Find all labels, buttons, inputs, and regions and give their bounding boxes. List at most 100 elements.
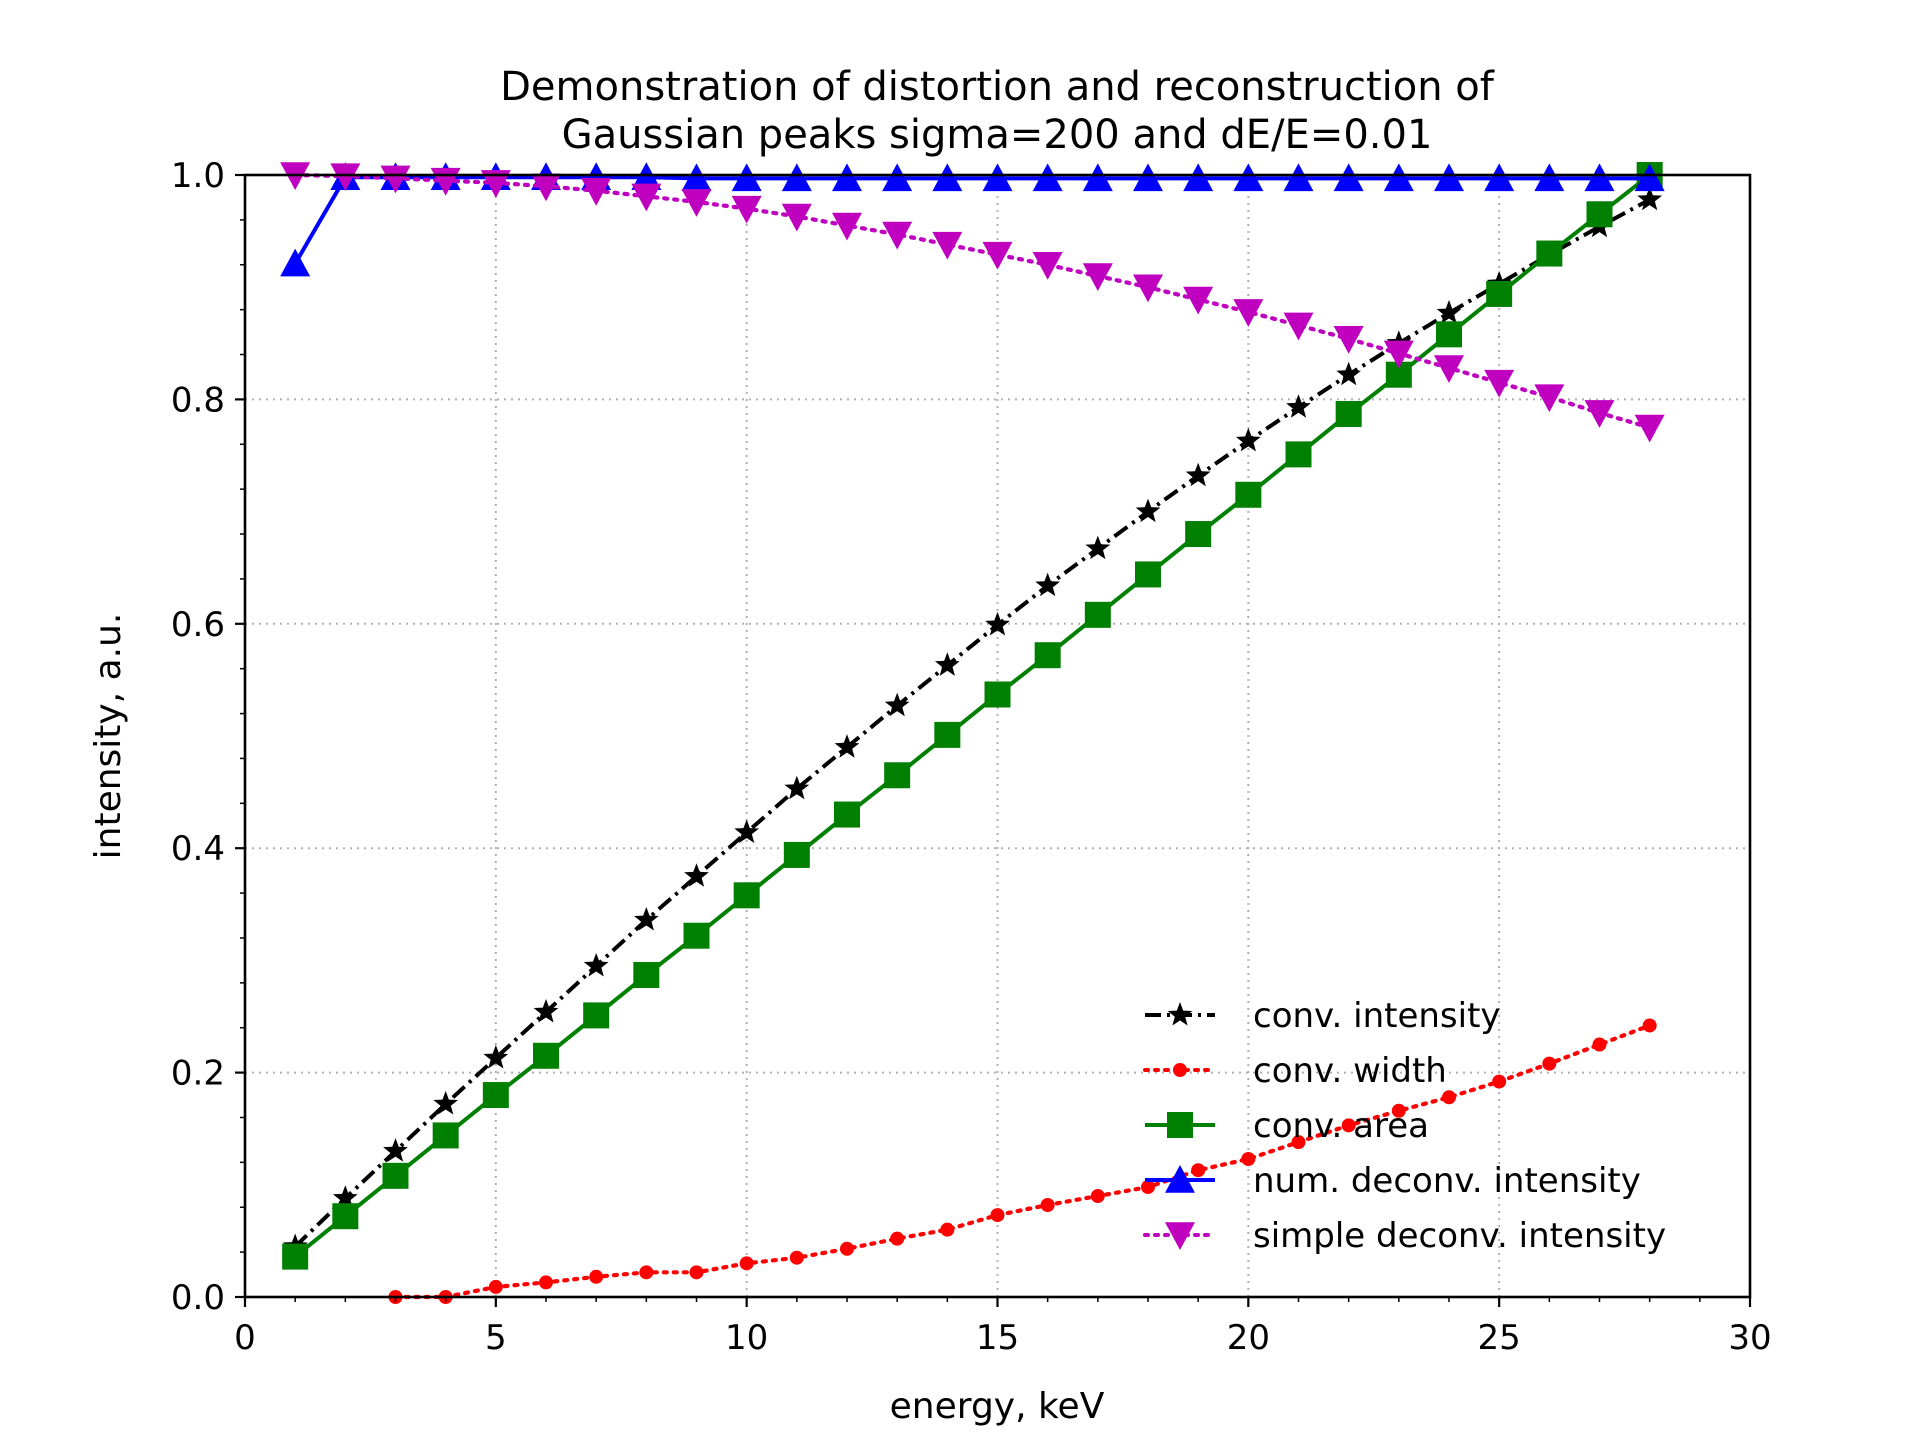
data-point	[1484, 369, 1515, 398]
y-tick-label: 0.6	[171, 605, 225, 645]
data-point	[1391, 1103, 1406, 1118]
legend-item: num. deconv. intensity	[1145, 1161, 1641, 1201]
data-point	[332, 1203, 359, 1230]
y-tick-label: 1.0	[171, 156, 225, 196]
data-point	[1592, 1037, 1607, 1052]
data-point	[1534, 163, 1565, 192]
data-point	[1285, 441, 1312, 468]
series-line	[293, 172, 1652, 430]
data-point	[1436, 300, 1462, 324]
data-point	[433, 1091, 459, 1115]
legend-item: conv. width	[1143, 1051, 1447, 1091]
legend-marker	[1173, 1063, 1187, 1077]
data-point	[1335, 400, 1362, 427]
data-point	[834, 801, 860, 828]
legend-item: conv. area	[1145, 1106, 1429, 1146]
series-simple-deconv-intensity	[280, 162, 1665, 443]
data-point	[982, 163, 1013, 192]
data-point	[1233, 163, 1264, 192]
y-tick-label: 0.2	[171, 1054, 225, 1094]
data-point	[1235, 481, 1262, 508]
data-point	[1085, 535, 1111, 560]
data-point	[1442, 1090, 1456, 1105]
data-point	[731, 163, 762, 192]
data-point	[1135, 498, 1161, 523]
data-point	[990, 1208, 1005, 1223]
data-point	[583, 953, 609, 977]
data-point	[1434, 163, 1464, 192]
data-point	[1586, 201, 1613, 228]
data-point	[934, 721, 961, 748]
x-tick-label: 25	[1478, 1318, 1521, 1358]
data-point	[1333, 163, 1364, 192]
data-point	[985, 611, 1010, 636]
data-point	[1035, 572, 1061, 597]
data-point	[1291, 1135, 1306, 1150]
data-point	[1534, 384, 1565, 413]
data-point	[1235, 427, 1261, 452]
data-point	[1084, 601, 1111, 628]
data-point	[1034, 642, 1061, 669]
data-point	[488, 1279, 503, 1294]
legend-marker	[1167, 1112, 1193, 1138]
series-line	[293, 197, 1651, 1248]
data-point	[1637, 186, 1663, 211]
data-point	[1135, 561, 1161, 588]
data-point	[731, 195, 762, 224]
data-point	[1082, 263, 1113, 291]
legend-marker	[1165, 1165, 1195, 1193]
legend: conv. intensity conv. width conv. area num.…	[1143, 996, 1666, 1256]
legend-item: simple deconv. intensity	[1143, 1216, 1666, 1256]
data-point	[1542, 1056, 1557, 1071]
data-point	[1185, 462, 1211, 487]
x-axis-label: energy, keV	[890, 1386, 1105, 1427]
data-point	[633, 961, 660, 988]
data-point	[1634, 163, 1665, 192]
data-point	[1436, 321, 1462, 348]
data-point	[330, 163, 361, 192]
data-point	[1032, 163, 1063, 192]
grid-layer	[245, 175, 1750, 1297]
legend-item: conv. intensity	[1145, 996, 1501, 1036]
ticks-layer: 0 5 10 15 20 25 30 0.0 0.2 0.4 0.6 0.8 1.0	[171, 156, 1772, 1358]
data-point	[533, 999, 559, 1023]
data-point	[581, 177, 612, 206]
data-point	[589, 1269, 604, 1284]
data-point	[1191, 1163, 1206, 1178]
data-point	[882, 163, 913, 192]
x-tick-label: 30	[1728, 1318, 1771, 1358]
series-conv-area	[282, 162, 1663, 1270]
legend-label: num. deconv. intensity	[1253, 1161, 1641, 1201]
data-point	[781, 203, 812, 232]
data-point	[1040, 1197, 1055, 1212]
legend-label: conv. intensity	[1253, 996, 1501, 1036]
data-point	[734, 819, 760, 844]
data-point	[1492, 1074, 1507, 1089]
data-point	[781, 163, 812, 192]
y-axis-label: intensity, a.u.	[88, 613, 129, 860]
data-point	[1486, 280, 1513, 307]
data-point	[789, 1250, 804, 1265]
x-tick-label: 5	[485, 1318, 507, 1358]
x-tick-label: 15	[976, 1318, 1019, 1358]
data-point	[1333, 326, 1364, 354]
y-tick-label: 0.0	[171, 1278, 225, 1318]
data-point	[683, 922, 710, 949]
data-point	[882, 221, 913, 250]
data-point	[382, 1162, 409, 1189]
data-point	[1183, 286, 1214, 315]
data-point	[884, 762, 911, 789]
data-point	[684, 863, 709, 887]
data-point	[1032, 252, 1063, 280]
data-point	[1383, 163, 1414, 192]
data-point	[1341, 1118, 1356, 1133]
data-point	[832, 163, 862, 192]
series-line	[293, 175, 1650, 265]
chart-title-line-2: Gaussian peaks sigma=200 and dE/E=0.01	[562, 112, 1433, 158]
data-point	[480, 170, 511, 198]
data-point	[383, 1138, 408, 1162]
data-point	[482, 1082, 509, 1109]
legend-label: conv. area	[1253, 1106, 1429, 1146]
data-point	[633, 907, 659, 931]
